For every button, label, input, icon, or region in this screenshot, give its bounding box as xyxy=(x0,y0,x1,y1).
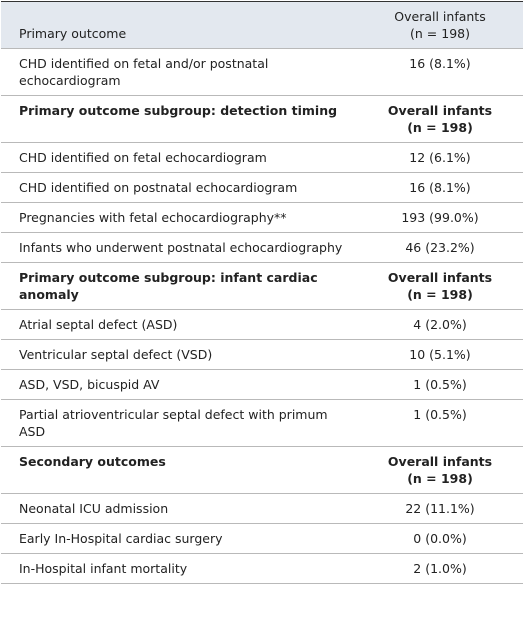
data-row: CHD identified on fetal echocardiogram 12… xyxy=(1,142,523,173)
row-label: Neonatal ICU admission xyxy=(1,493,357,524)
data-row: Ventricular septal defect (VSD) 10 (5.1%) xyxy=(1,339,523,370)
row-label: In-Hospital infant mortality xyxy=(1,553,357,584)
row-label: Atrial septal defect (ASD) xyxy=(1,309,357,340)
row-label: CHD identified on fetal echocardiogram xyxy=(1,142,357,173)
row-label: CHD identified on postnatal echocardiogr… xyxy=(1,172,357,203)
row-label: Infants who underwent postnatal echocard… xyxy=(1,232,357,263)
row-value: 0 (0.0%) xyxy=(357,523,523,554)
table-body: Primary outcome Overall infants (n = 198) C… xyxy=(1,1,523,584)
data-row: ASD, VSD, bicuspid AV 1 (0.5%) xyxy=(1,369,523,400)
row-label: Primary outcome subgroup: detection timi… xyxy=(1,95,357,143)
row-label: Primary outcome subgroup: infant cardiac… xyxy=(1,262,357,310)
row-value: 12 (6.1%) xyxy=(357,142,523,173)
data-row: CHD identified on postnatal echocardiogr… xyxy=(1,172,523,203)
row-label: Ventricular septal defect (VSD) xyxy=(1,339,357,370)
data-row: CHD identified on fetal and/or postnatal… xyxy=(1,48,523,96)
row-value: 193 (99.0%) xyxy=(357,202,523,233)
row-value: 10 (5.1%) xyxy=(357,339,523,370)
data-row: Infants who underwent postnatal echocard… xyxy=(1,232,523,263)
row-value: 16 (8.1%) xyxy=(357,48,523,96)
data-row: Early In-Hospital cardiac surgery 0 (0.0%… xyxy=(1,523,523,554)
row-label: Pregnancies with fetal echocardiography*… xyxy=(1,202,357,233)
column-header: Overall infants (n = 198) xyxy=(357,95,523,143)
outcomes-table: Primary outcome Overall infants (n = 198) C… xyxy=(1,1,523,584)
section-row: Primary outcome subgroup: infant cardiac… xyxy=(1,262,523,310)
column-n: (n = 198) xyxy=(410,26,470,41)
row-label: Partial atrioventricular septal defect w… xyxy=(1,399,357,447)
data-row: In-Hospital infant mortality 2 (1.0%) xyxy=(1,553,523,584)
row-label: ASD, VSD, bicuspid AV xyxy=(1,369,357,400)
row-value: 46 (23.2%) xyxy=(357,232,523,263)
data-row: Neonatal ICU admission 22 (11.1%) xyxy=(1,493,523,524)
row-value: 22 (11.1%) xyxy=(357,493,523,524)
section-row: Primary outcome subgroup: detection timi… xyxy=(1,95,523,143)
row-label: Primary outcome xyxy=(1,1,357,49)
row-label: Early In-Hospital cardiac surgery xyxy=(1,523,357,554)
column-n: (n = 198) xyxy=(407,287,473,302)
column-header: Overall infants (n = 198) xyxy=(357,262,523,310)
column-title: Overall infants xyxy=(394,9,486,24)
row-value: 1 (0.5%) xyxy=(357,369,523,400)
section-row: Secondary outcomes Overall infants (n = 19… xyxy=(1,446,523,494)
column-title: Overall infants xyxy=(387,103,493,118)
row-value: 16 (8.1%) xyxy=(357,172,523,203)
row-label: Secondary outcomes xyxy=(1,446,357,494)
column-title: Overall infants xyxy=(387,454,493,469)
row-value: 4 (2.0%) xyxy=(357,309,523,340)
column-n: (n = 198) xyxy=(407,471,473,486)
data-row: Pregnancies with fetal echocardiography*… xyxy=(1,202,523,233)
row-value: 1 (0.5%) xyxy=(357,399,523,447)
row-label: CHD identified on fetal and/or postnatal… xyxy=(1,48,357,96)
row-value: 2 (1.0%) xyxy=(357,553,523,584)
data-row: Partial atrioventricular septal defect w… xyxy=(1,399,523,447)
data-row: Atrial septal defect (ASD) 4 (2.0%) xyxy=(1,309,523,340)
column-title: Overall infants xyxy=(387,270,493,285)
column-n: (n = 198) xyxy=(407,120,473,135)
column-header: Overall infants (n = 198) xyxy=(357,446,523,494)
column-header: Overall infants (n = 198) xyxy=(357,1,523,49)
header-row: Primary outcome Overall infants (n = 198) xyxy=(1,1,523,49)
